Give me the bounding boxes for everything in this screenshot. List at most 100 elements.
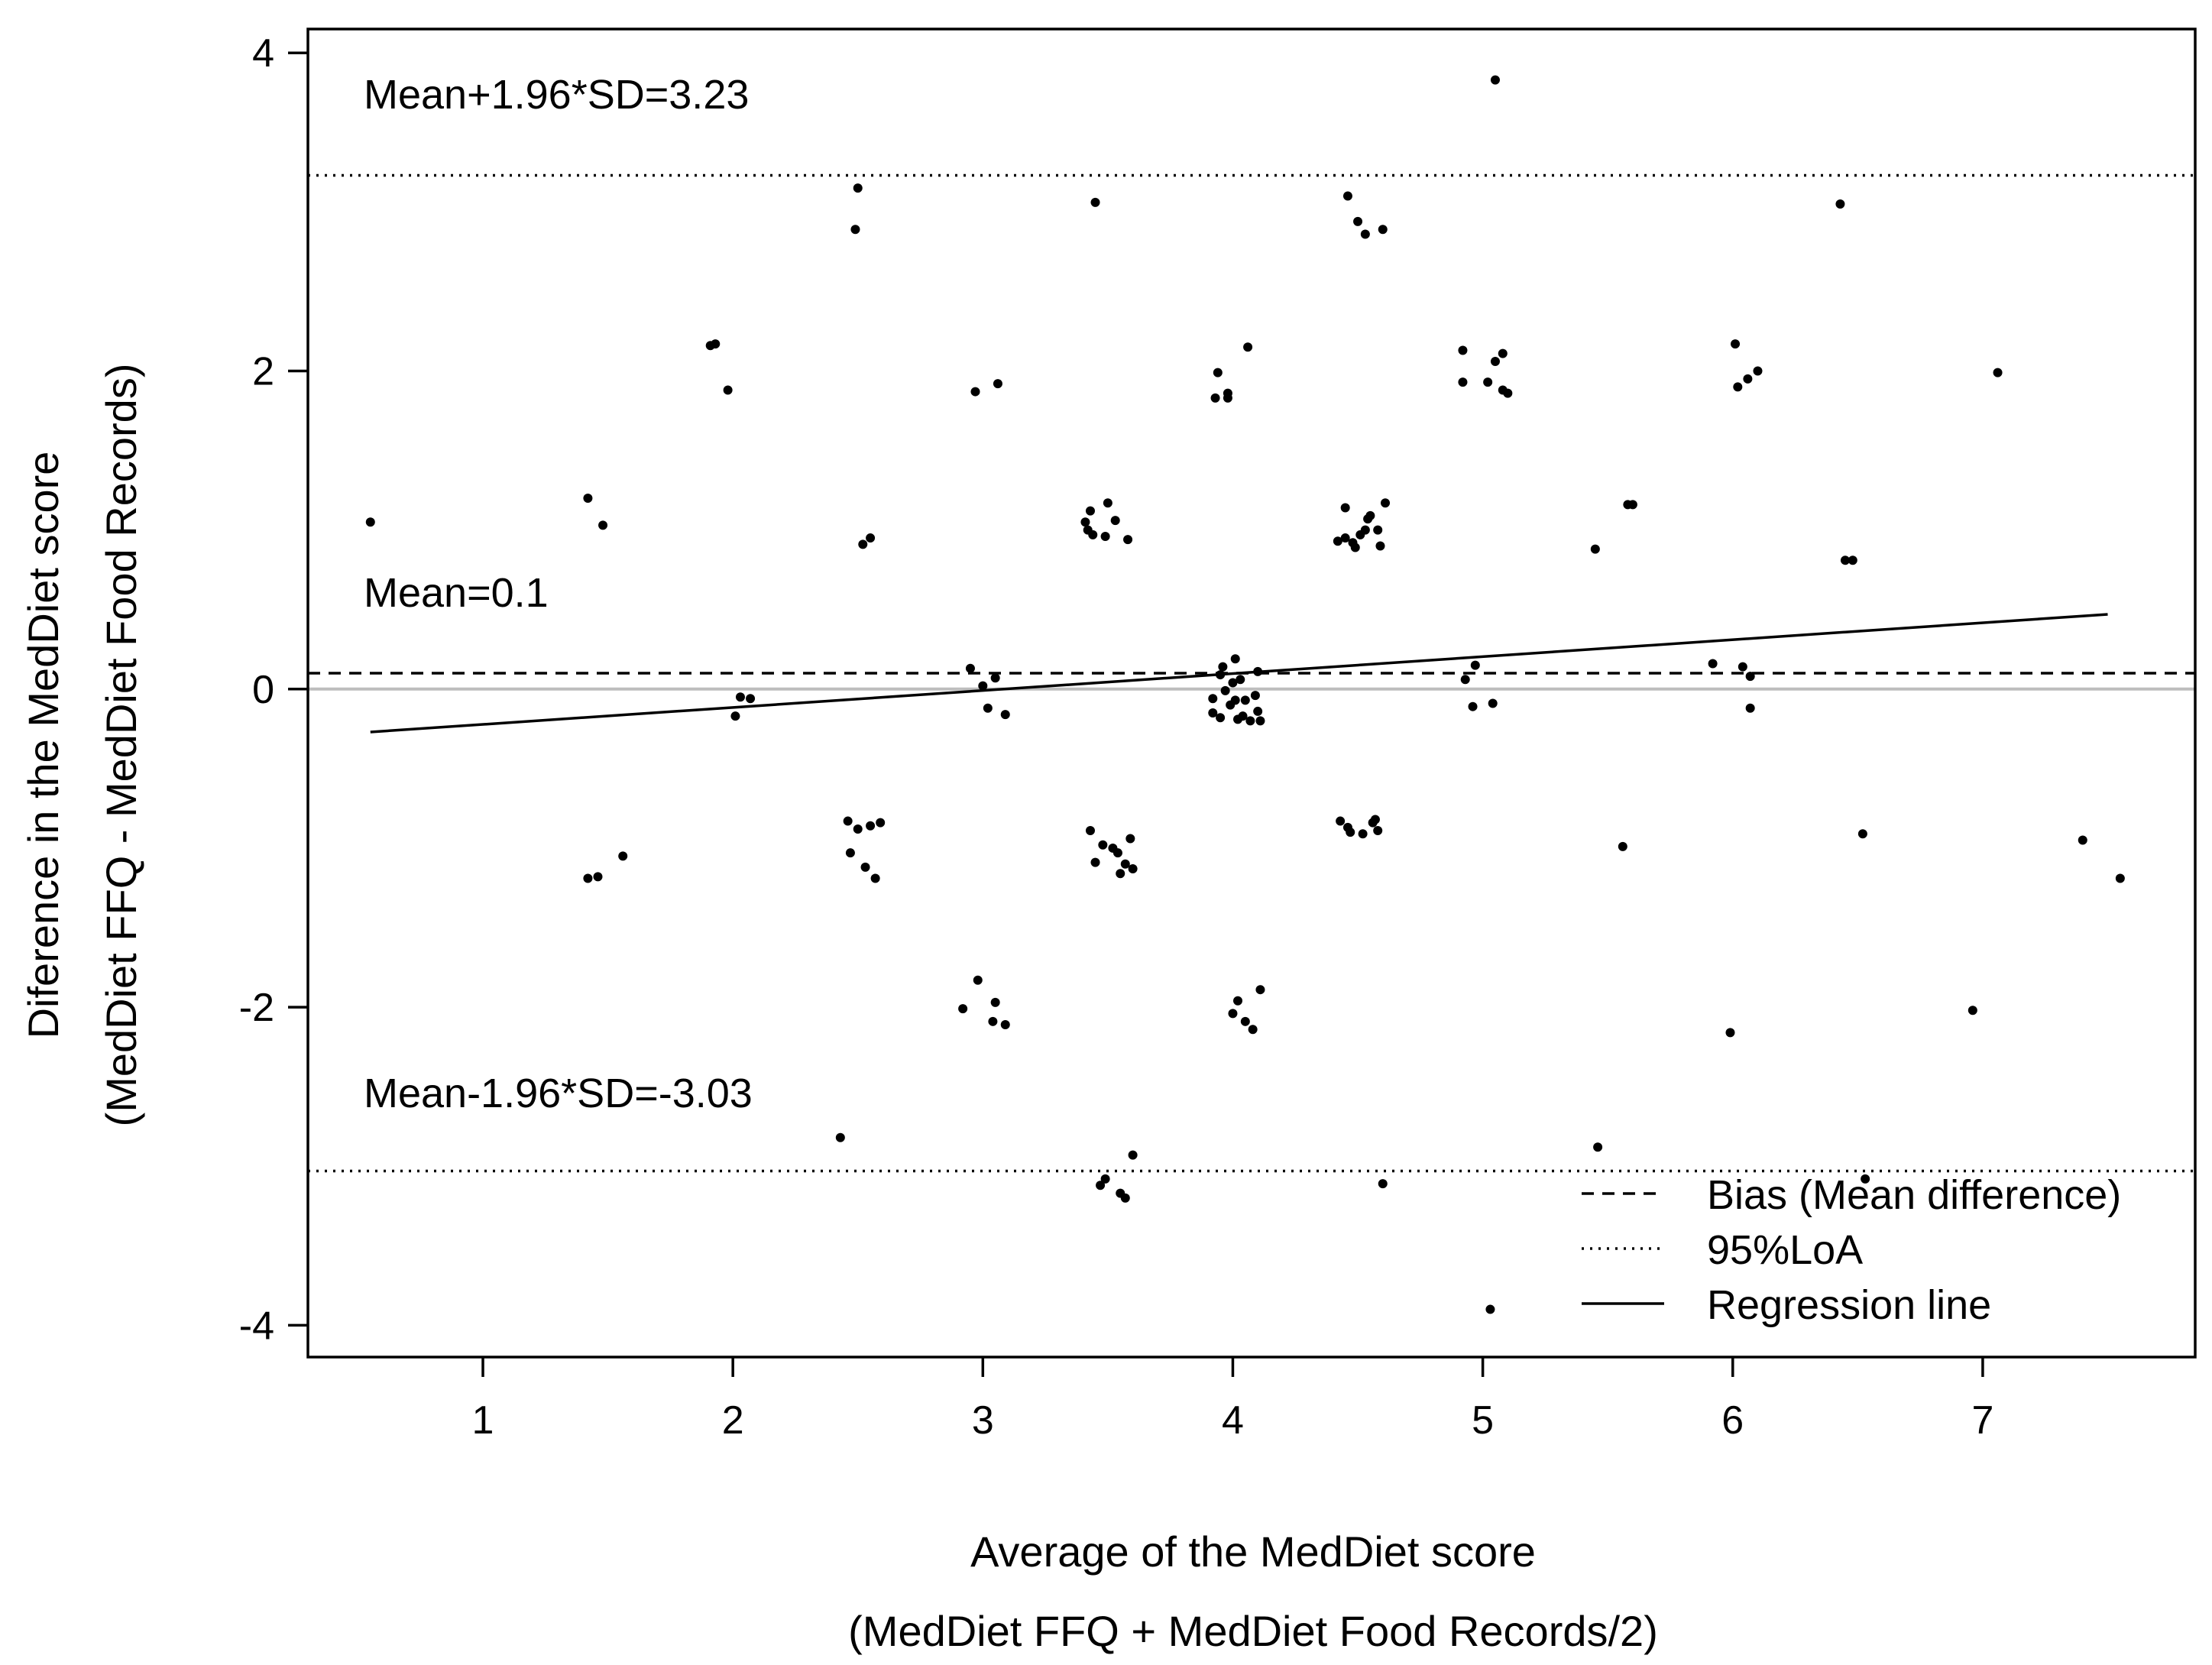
y-tick-label: -2 (239, 986, 274, 1030)
data-point (1245, 716, 1255, 726)
data-point (1100, 1174, 1110, 1184)
data-point (730, 711, 740, 721)
x-axis-title-line-1: Average of the MedDiet score (970, 1527, 1536, 1576)
data-point (1090, 857, 1100, 867)
data-point (1085, 506, 1095, 516)
data-point (965, 663, 975, 673)
x-tick-label: 7 (1971, 1398, 1993, 1443)
legend-label-regression: Regression line (1707, 1282, 1991, 1328)
data-point (1120, 1193, 1130, 1203)
data-point (1593, 1142, 1603, 1152)
data-point (876, 818, 886, 828)
data-point (1228, 1009, 1238, 1019)
data-point (1373, 826, 1383, 836)
data-point (858, 539, 868, 549)
legend-label-bias: Bias (Mean difference) (1707, 1172, 2121, 1218)
data-point (1243, 342, 1253, 352)
data-point (1350, 543, 1360, 552)
x-tick-label: 5 (1472, 1398, 1494, 1443)
data-point (1103, 498, 1112, 508)
data-point (1468, 701, 1478, 711)
data-point (1080, 517, 1090, 527)
data-point (993, 379, 1002, 389)
data-point (1088, 530, 1098, 539)
data-point (1208, 694, 1218, 704)
data-point (988, 1016, 998, 1026)
data-point (1112, 848, 1122, 858)
lower-loa-annotation: Mean-1.96*SD=-3.03 (364, 1071, 753, 1116)
data-point (583, 873, 593, 883)
data-point (1230, 654, 1240, 664)
data-point (973, 975, 983, 985)
data-point (1373, 525, 1383, 535)
data-point (1378, 225, 1388, 235)
y-tick-label: -4 (239, 1304, 274, 1348)
data-point (1360, 229, 1370, 239)
data-point (1096, 1181, 1106, 1190)
data-point (853, 824, 863, 834)
data-point (1090, 197, 1100, 207)
data-point (1233, 996, 1243, 1006)
data-point (1731, 339, 1741, 349)
data-point (958, 1004, 968, 1014)
data-point (850, 225, 860, 235)
data-point (1210, 393, 1220, 403)
data-point (845, 848, 855, 858)
data-point (1116, 869, 1125, 879)
data-point (1993, 368, 2003, 377)
data-point (1340, 533, 1350, 543)
data-point (1485, 1304, 1495, 1314)
regression-line (370, 613, 2108, 734)
data-point (1460, 675, 1470, 685)
data-point (2115, 873, 2125, 883)
x-tick-label: 4 (1222, 1398, 1244, 1443)
data-point (746, 694, 756, 704)
data-point (1848, 556, 1857, 565)
data-point (870, 873, 880, 883)
reference-lines (308, 173, 2195, 1173)
data-point (1333, 536, 1342, 546)
data-point (735, 692, 745, 702)
data-point (835, 1132, 845, 1142)
data-point (866, 533, 876, 543)
data-point (1725, 1028, 1735, 1038)
data-point (1253, 666, 1263, 676)
data-point (1340, 503, 1350, 513)
data-point (1120, 859, 1130, 869)
data-point (990, 997, 1000, 1007)
data-point (1250, 691, 1260, 701)
upper-loa-annotation: Mean+1.96*SD=3.23 (364, 72, 749, 118)
data-point (1708, 659, 1718, 669)
data-point (593, 872, 603, 882)
data-point (978, 681, 988, 691)
data-point (1000, 1019, 1010, 1029)
data-point (1223, 388, 1232, 398)
x-tick-label: 3 (972, 1398, 994, 1443)
data-point (1358, 829, 1368, 839)
data-point (1240, 1016, 1250, 1026)
data-point (1627, 500, 1637, 510)
data-point (1216, 670, 1226, 680)
data-point (1458, 377, 1468, 387)
data-point (1000, 710, 1010, 720)
data-point (970, 387, 980, 397)
data-point (1840, 556, 1850, 565)
data-point (1336, 816, 1346, 826)
data-point (866, 821, 876, 831)
data-point (1618, 841, 1627, 851)
data-point (1458, 345, 1468, 355)
data-point (1490, 75, 1500, 85)
data-point (1230, 695, 1240, 705)
annotations: Mean+1.96*SD=3.23 Mean=0.1 Mean-1.96*SD=… (364, 72, 753, 1116)
mean-annotation: Mean=0.1 (364, 570, 549, 616)
y-tick-label: 4 (252, 31, 274, 76)
data-point (853, 183, 863, 193)
data-point (1483, 377, 1493, 387)
data-point (1375, 541, 1385, 551)
data-point (1360, 525, 1370, 535)
x-axis: 1 2 3 4 5 6 7 (472, 1357, 1993, 1443)
data-point (1861, 1174, 1870, 1184)
y-axis-title-line-1: Diference in the MedDiet score (19, 452, 67, 1039)
data-point (1216, 713, 1226, 723)
